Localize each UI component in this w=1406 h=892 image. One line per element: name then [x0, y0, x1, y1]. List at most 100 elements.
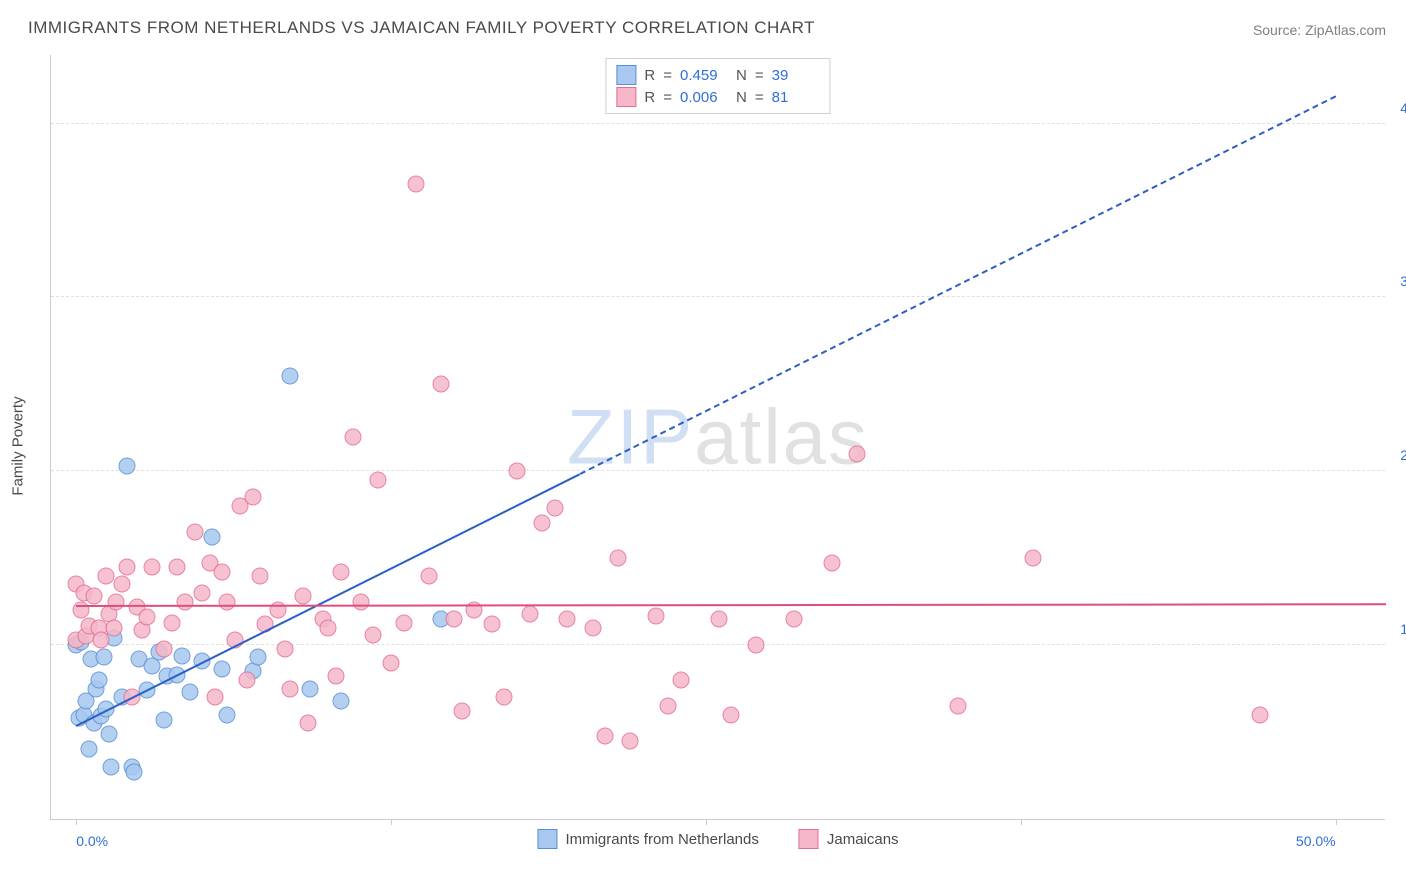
data-point — [408, 176, 425, 193]
data-point — [181, 684, 198, 701]
legend-n-value: 81 — [772, 89, 820, 106]
data-point — [365, 626, 382, 643]
legend-series-label: Immigrants from Netherlands — [565, 831, 758, 848]
gridline — [51, 644, 1385, 645]
data-point — [103, 758, 120, 775]
data-point — [176, 593, 193, 610]
x-tick — [706, 819, 707, 825]
data-point — [748, 637, 765, 654]
legend-eq: = — [755, 89, 764, 106]
data-point — [370, 471, 387, 488]
legend-n-value: 39 — [772, 67, 820, 84]
data-point — [327, 668, 344, 685]
legend-swatch — [799, 829, 819, 849]
legend-row: R=0.459N=39 — [616, 64, 819, 86]
source-prefix: Source: — [1253, 22, 1305, 38]
data-point — [672, 671, 689, 688]
legend-eq: = — [755, 67, 764, 84]
data-point — [85, 588, 102, 605]
data-point — [383, 654, 400, 671]
data-point — [597, 727, 614, 744]
data-point — [1025, 550, 1042, 567]
watermark-zip: ZIP — [567, 393, 694, 481]
legend-r-value: 0.459 — [680, 67, 728, 84]
data-point — [584, 619, 601, 636]
x-tick — [1021, 819, 1022, 825]
legend-swatch — [616, 87, 636, 107]
data-point — [219, 593, 236, 610]
y-tick-label: 30.0% — [1400, 273, 1406, 289]
data-point — [609, 550, 626, 567]
x-tick — [1336, 819, 1337, 825]
x-tick — [76, 819, 77, 825]
series-legend: Immigrants from Netherlands Jamaicans — [537, 829, 898, 849]
legend-item: Jamaicans — [799, 829, 899, 849]
y-axis-label: Family Poverty — [10, 396, 27, 495]
data-point — [206, 689, 223, 706]
data-point — [849, 445, 866, 462]
legend-r-label: R — [644, 67, 655, 84]
data-point — [433, 376, 450, 393]
legend-eq: = — [663, 89, 672, 106]
data-point — [173, 647, 190, 664]
data-point — [118, 558, 135, 575]
data-point — [252, 567, 269, 584]
data-point — [723, 706, 740, 723]
data-point — [244, 489, 261, 506]
gridline — [51, 123, 1385, 124]
data-point — [534, 515, 551, 532]
data-point — [949, 698, 966, 715]
data-point — [126, 764, 143, 781]
data-point — [100, 725, 117, 742]
data-point — [483, 616, 500, 633]
data-point — [113, 576, 130, 593]
data-point — [508, 463, 525, 480]
legend-row: R=0.006N=81 — [616, 86, 819, 108]
data-point — [204, 529, 221, 546]
data-point — [143, 558, 160, 575]
data-point — [345, 428, 362, 445]
data-point — [299, 715, 316, 732]
source-attribution: Source: ZipAtlas.com — [1253, 22, 1386, 38]
y-tick-label: 40.0% — [1400, 100, 1406, 116]
data-point — [90, 671, 107, 688]
data-point — [282, 367, 299, 384]
legend-swatch — [616, 65, 636, 85]
gridline — [51, 296, 1385, 297]
data-point — [214, 661, 231, 678]
x-tick-label: 50.0% — [1296, 833, 1336, 849]
data-point — [521, 605, 538, 622]
data-point — [710, 611, 727, 628]
data-point — [118, 458, 135, 475]
data-point — [546, 499, 563, 516]
data-point — [194, 584, 211, 601]
data-point — [1252, 706, 1269, 723]
data-point — [138, 609, 155, 626]
data-point — [156, 711, 173, 728]
data-point — [168, 558, 185, 575]
data-point — [277, 640, 294, 657]
legend-n-label: N — [736, 89, 747, 106]
data-point — [823, 555, 840, 572]
plot-area: ZIPatlas R=0.459N=39R=0.006N=81 Immigran… — [50, 55, 1385, 820]
data-point — [559, 611, 576, 628]
data-point — [352, 593, 369, 610]
data-point — [156, 640, 173, 657]
data-point — [214, 564, 231, 581]
data-point — [420, 567, 437, 584]
data-point — [453, 703, 470, 720]
legend-swatch — [537, 829, 557, 849]
legend-eq: = — [663, 67, 672, 84]
legend-r-label: R — [644, 89, 655, 106]
watermark-atlas: atlas — [694, 393, 869, 481]
correlation-legend: R=0.459N=39R=0.006N=81 — [605, 58, 830, 114]
data-point — [108, 593, 125, 610]
data-point — [647, 607, 664, 624]
data-point — [163, 614, 180, 631]
chart-title: IMMIGRANTS FROM NETHERLANDS VS JAMAICAN … — [28, 18, 815, 38]
data-point — [95, 649, 112, 666]
x-tick — [391, 819, 392, 825]
data-point — [219, 706, 236, 723]
y-tick-label: 10.0% — [1400, 621, 1406, 637]
source-name: ZipAtlas.com — [1305, 22, 1386, 38]
